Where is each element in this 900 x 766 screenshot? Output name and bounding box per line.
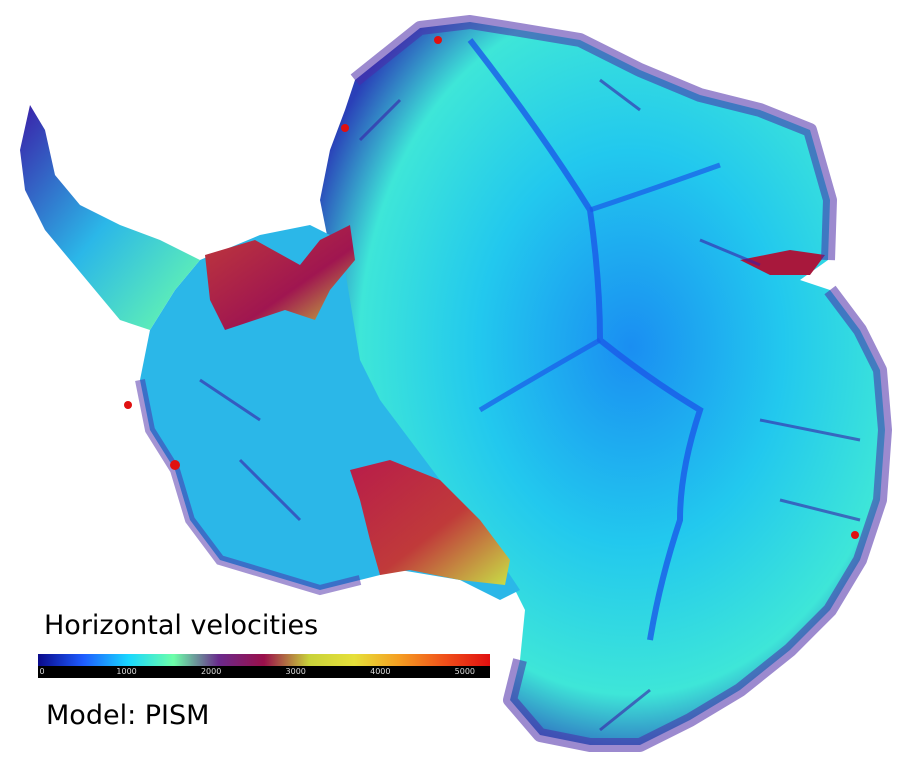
outlet-glaciers xyxy=(199,78,861,732)
ice-divide xyxy=(467,38,704,641)
colorbar-tick-label: 2000 xyxy=(200,667,222,676)
colorbar-tick-label: 3000 xyxy=(285,667,306,676)
east-antarctica-ice-sheet xyxy=(320,22,885,745)
colorbar-tick-label: 5000 xyxy=(454,667,476,676)
coastal-margin xyxy=(350,15,892,752)
colorbar-gradient xyxy=(38,654,490,666)
colorbar-tick-row: 0 1000 2000 3000 4000 5000 xyxy=(38,666,490,678)
coastal-margin xyxy=(135,379,362,596)
ice-divide xyxy=(478,337,602,413)
antarctic-peninsula xyxy=(20,105,200,330)
model-label: Model: PISM xyxy=(46,700,210,731)
map-title: Horizontal velocities xyxy=(44,610,319,641)
ronne-filchner-ice-shelf xyxy=(205,225,355,330)
colorbar-tick-label: 4000 xyxy=(370,667,391,676)
fast-flow-spots xyxy=(124,36,859,539)
ross-ice-shelf xyxy=(350,460,510,585)
colorbar-tick-label: 0 xyxy=(39,667,45,676)
colorbar-tick-label: 1000 xyxy=(116,667,137,676)
amery-ice-shelf xyxy=(740,250,825,275)
velocity-colorbar: 0 1000 2000 3000 4000 5000 xyxy=(38,654,490,678)
ice-divide xyxy=(589,162,721,213)
